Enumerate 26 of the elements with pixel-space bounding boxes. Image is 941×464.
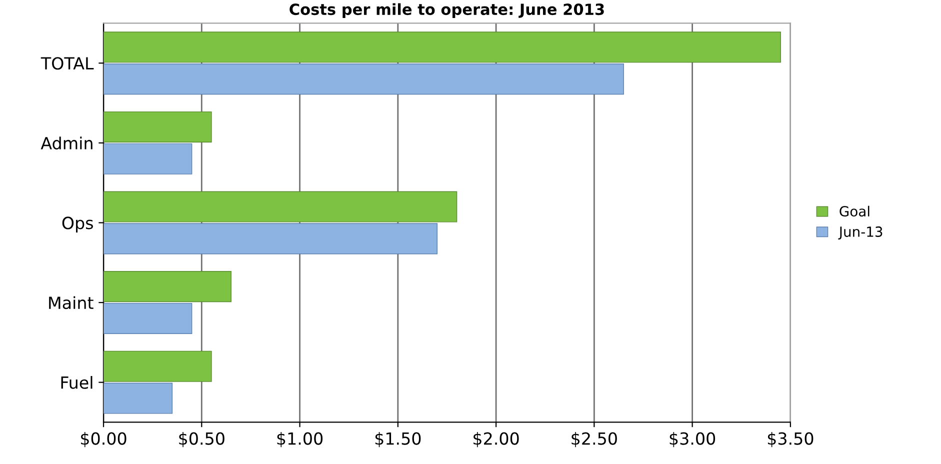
legend-label: Jun-13 — [838, 226, 882, 240]
x-tick-label: $2.50 — [572, 432, 617, 448]
bar — [104, 32, 781, 63]
legend-label: Goal — [840, 206, 870, 217]
x-tick-label: $3.00 — [670, 432, 716, 448]
bar — [104, 302, 192, 334]
y-tick-label: Fuel — [61, 376, 92, 389]
x-tick-label: $0.00 — [81, 432, 126, 448]
x-tick-label: $1.50 — [375, 432, 421, 448]
bar — [104, 382, 173, 414]
x-tick-label: $0.50 — [179, 432, 224, 448]
bar — [104, 111, 212, 142]
y-tick-label: TOTAL — [40, 57, 94, 70]
y-tick-label: Ops — [62, 216, 93, 233]
x-tick-label: $2.00 — [474, 432, 519, 448]
bar — [104, 350, 212, 382]
y-tick-label: Maint — [49, 296, 94, 310]
x-tick-label: $1.00 — [277, 432, 323, 448]
bar — [104, 271, 232, 302]
bar — [104, 223, 438, 254]
bar — [104, 143, 192, 174]
chart-title: Costs per mile to operate: June 2013 — [290, 3, 604, 18]
bar — [104, 191, 458, 222]
x-tick-label: $3.50 — [768, 432, 814, 448]
bar — [104, 64, 624, 95]
y-tick-label: Admin — [40, 136, 92, 150]
